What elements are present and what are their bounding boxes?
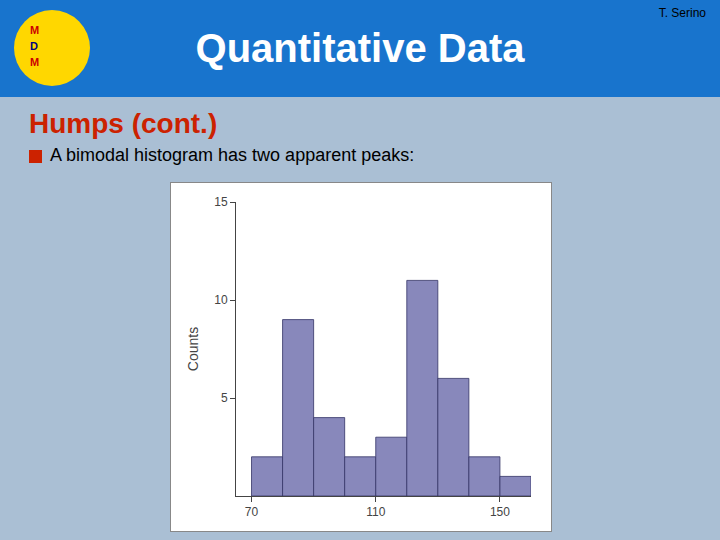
html-text:M: M <box>30 56 40 68</box>
svg-text:5: 5 <box>221 391 228 405</box>
svg-text:Counts: Counts <box>185 327 201 371</box>
svg-text:10: 10 <box>214 293 228 307</box>
svg-text:15: 15 <box>214 195 228 209</box>
svg-text:110: 110 <box>366 505 385 519</box>
html-text:T. Serino: T. Serino <box>658 6 706 20</box>
svg-text:150: 150 <box>490 505 510 519</box>
html-text:A bimodal histogram has two ap: A bimodal histogram has two apparent pea… <box>50 145 415 165</box>
html-text:D: D <box>30 40 38 52</box>
html-text:Humps (cont.): Humps (cont.) <box>29 108 218 139</box>
html-text:M: M <box>30 24 40 36</box>
svg-text:70: 70 <box>245 505 259 519</box>
html-text:Quantitative Data: Quantitative Data <box>195 26 525 70</box>
